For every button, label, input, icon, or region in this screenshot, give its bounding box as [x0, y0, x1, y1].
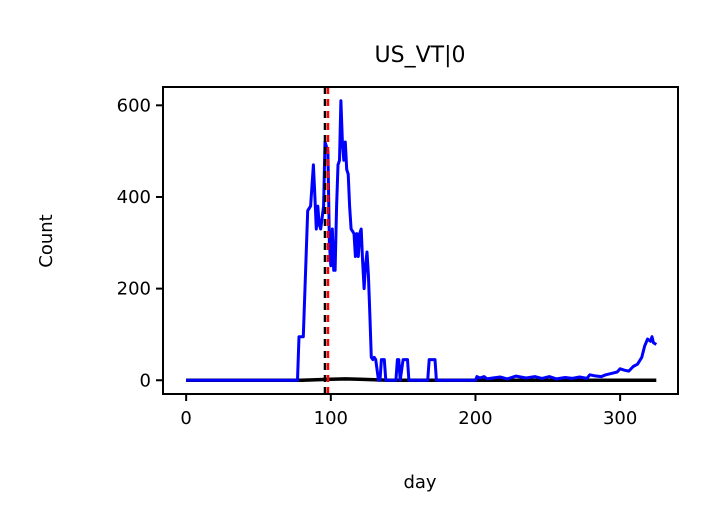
x-tick-label: 300 [603, 408, 637, 429]
chart-title: US_VT|0 [375, 43, 466, 68]
x-axis-label: day [403, 472, 436, 493]
series-line-1 [186, 377, 657, 383]
y-axis: 0 200 400 600 [117, 95, 163, 391]
y-tick-label: 0 [140, 370, 151, 391]
x-tick-label: 200 [458, 408, 492, 429]
y-tick-label: 400 [117, 187, 151, 208]
x-tick-label: 100 [314, 408, 348, 429]
axes-frame [162, 86, 679, 395]
y-tick-label: 600 [117, 95, 151, 116]
y-tick-label: 200 [117, 279, 151, 300]
series-line-0 [186, 99, 658, 382]
y-axis-label: Count [36, 214, 57, 267]
x-tick-label: 0 [180, 408, 191, 429]
x-axis: 0 100 200 300 [180, 394, 637, 429]
plot-area [186, 87, 658, 394]
